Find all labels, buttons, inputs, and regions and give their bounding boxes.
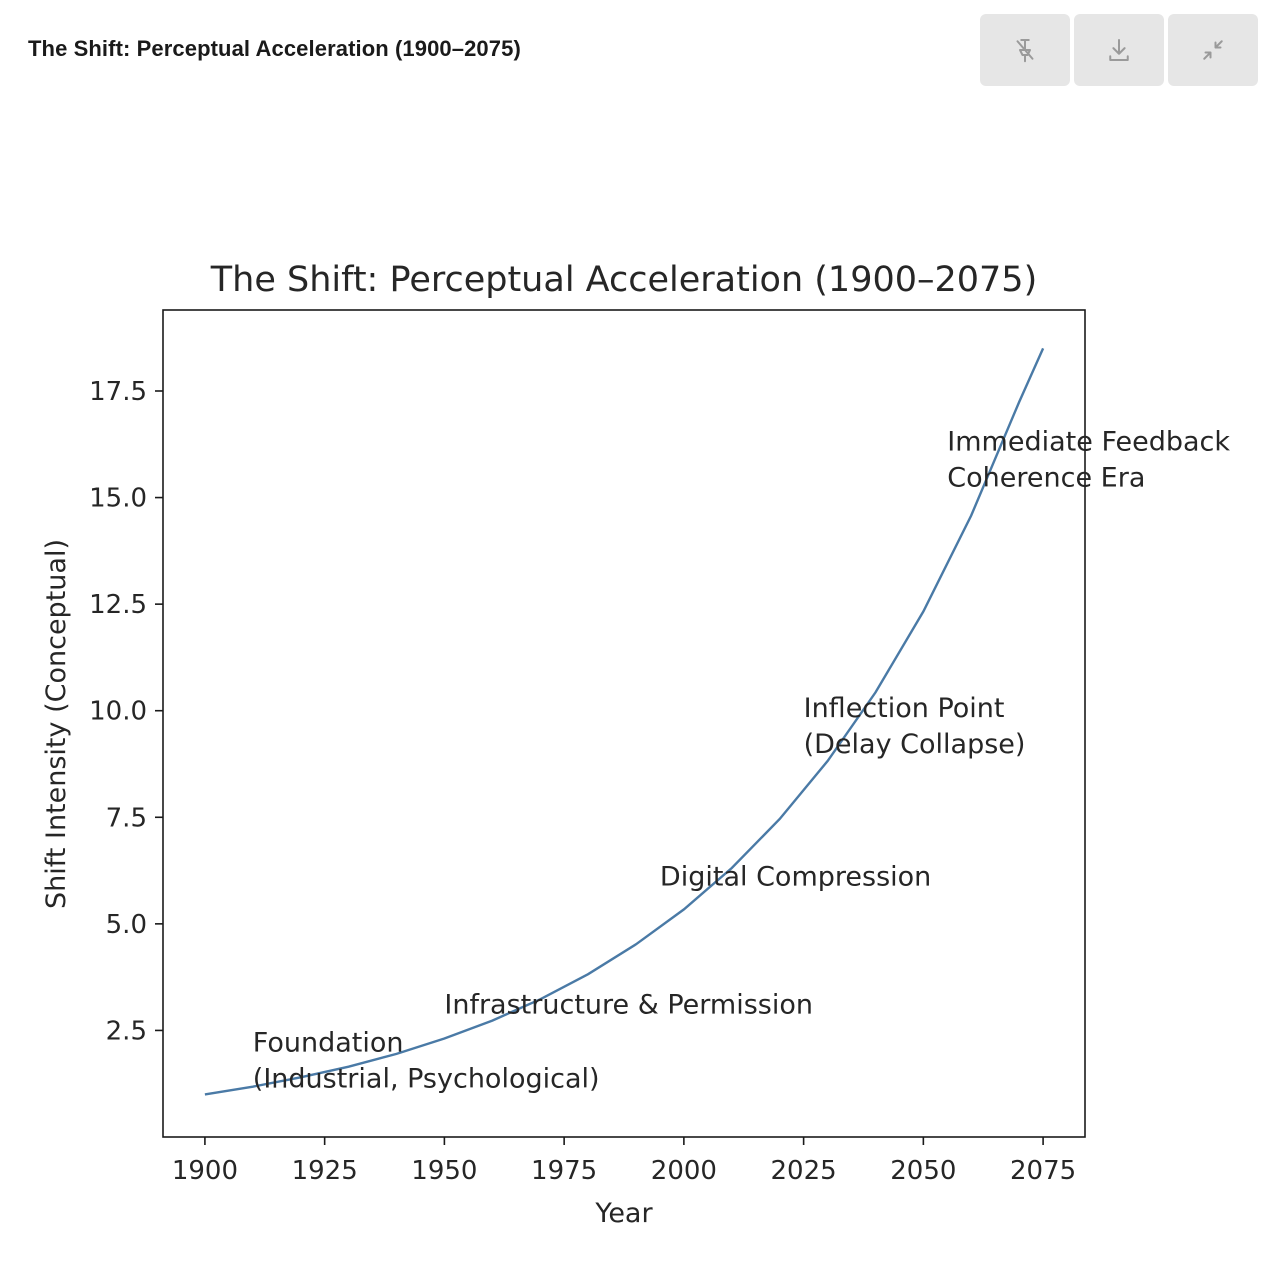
figure-toolbar bbox=[980, 14, 1262, 86]
y-tick-label: 15.0 bbox=[89, 484, 147, 514]
x-axis: 1900 1925 1950 1975 2000 2025 2050 2075 bbox=[172, 1137, 1076, 1186]
annotation-line: Inflection Point bbox=[804, 693, 1005, 724]
unpin-button[interactable] bbox=[980, 14, 1070, 86]
annotation-line: Digital Compression bbox=[660, 861, 931, 892]
x-tick-label: 1925 bbox=[292, 1156, 358, 1186]
annotation-3: Digital Compression bbox=[660, 861, 931, 892]
annotation-line: Immediate Feedback bbox=[947, 427, 1230, 458]
x-tick-label: 2000 bbox=[651, 1156, 717, 1186]
y-tick-label: 12.5 bbox=[89, 590, 147, 620]
unpin-icon bbox=[1016, 39, 1034, 63]
x-tick-label: 2075 bbox=[1010, 1156, 1076, 1186]
y-tick-label: 7.5 bbox=[106, 803, 147, 833]
x-tick-label: 1950 bbox=[411, 1156, 477, 1186]
y-tick-label: 5.0 bbox=[106, 910, 147, 940]
y-tick-label: 2.5 bbox=[106, 1016, 147, 1046]
collapse-icon bbox=[1203, 40, 1223, 60]
annotation-line: (Delay Collapse) bbox=[804, 729, 1026, 760]
download-icon bbox=[1109, 39, 1129, 61]
x-tick-label: 2050 bbox=[890, 1156, 956, 1186]
annotation-line: (Industrial, Psychological) bbox=[253, 1064, 600, 1095]
annotation-line: Foundation bbox=[253, 1028, 404, 1059]
plot-area bbox=[162, 309, 1086, 1138]
y-axis-label: Shift Intensity (Conceptual) bbox=[41, 539, 72, 909]
annotation-4: Inflection Point (Delay Collapse) bbox=[804, 693, 1026, 760]
x-tick-label: 1900 bbox=[172, 1156, 238, 1186]
x-tick-label: 1975 bbox=[531, 1156, 597, 1186]
window-title: The Shift: Perceptual Acceleration (1900… bbox=[28, 36, 521, 61]
chart-title: The Shift: Perceptual Acceleration (1900… bbox=[210, 260, 1037, 300]
annotation-5: Immediate Feedback Coherence Era bbox=[947, 427, 1230, 494]
y-tick-label: 10.0 bbox=[89, 697, 147, 727]
download-button[interactable] bbox=[1074, 14, 1164, 86]
annotation-line: Coherence Era bbox=[947, 463, 1145, 494]
x-axis-label: Year bbox=[594, 1198, 653, 1229]
y-tick-label: 17.5 bbox=[89, 377, 147, 407]
annotations: Foundation (Industrial, Psychological) Inf… bbox=[253, 427, 1231, 1095]
annotation-2: Infrastructure & Permission bbox=[444, 989, 813, 1020]
annotation-line: Infrastructure & Permission bbox=[444, 989, 813, 1020]
x-tick-label: 2025 bbox=[771, 1156, 837, 1186]
collapse-button[interactable] bbox=[1168, 14, 1258, 86]
series-line bbox=[204, 347, 1045, 1096]
y-axis: 2.5 5.0 7.5 10.0 12.5 15.0 17.5 bbox=[89, 377, 163, 1046]
annotation-1: Foundation (Industrial, Psychological) bbox=[253, 1028, 600, 1095]
